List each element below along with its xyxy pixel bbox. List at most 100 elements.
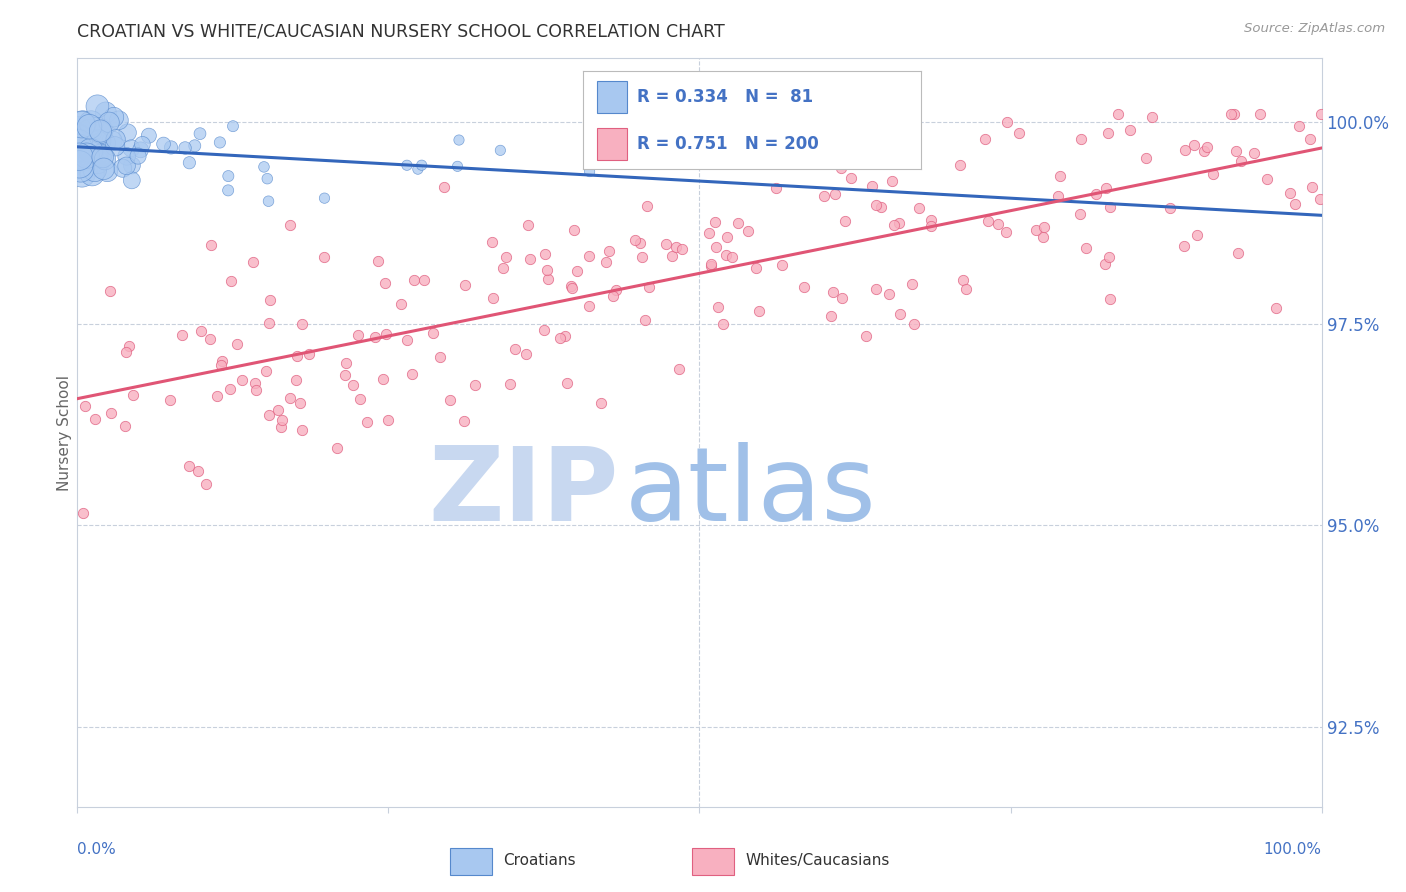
Point <box>765 181 787 195</box>
Point <box>73 156 96 170</box>
Point <box>131 137 153 152</box>
Point <box>665 239 688 253</box>
Point <box>257 316 280 330</box>
Point <box>356 415 378 429</box>
Point <box>82 143 104 157</box>
Point <box>70 118 93 132</box>
Point <box>636 199 658 213</box>
Point <box>187 464 209 478</box>
Point <box>855 329 877 343</box>
Point <box>631 251 654 265</box>
Point <box>179 458 201 473</box>
Point <box>453 415 475 429</box>
Point <box>69 157 91 171</box>
Point <box>560 279 582 293</box>
Point <box>402 273 425 287</box>
Point <box>1049 169 1071 184</box>
Y-axis label: Nursery School: Nursery School <box>56 375 72 491</box>
Point <box>76 149 98 163</box>
Point <box>1229 154 1251 169</box>
Point <box>668 362 690 376</box>
Point <box>69 161 91 176</box>
Point <box>219 382 242 396</box>
Point <box>66 130 89 145</box>
Point <box>122 388 145 402</box>
Point <box>401 367 423 381</box>
Point <box>1279 186 1302 200</box>
Point <box>127 149 149 163</box>
Point <box>595 255 617 269</box>
Point <box>1256 172 1278 186</box>
Point <box>519 252 541 267</box>
Point <box>1159 202 1181 216</box>
Point <box>93 161 115 176</box>
Point <box>86 99 108 113</box>
Point <box>1107 107 1129 121</box>
Point <box>225 336 247 351</box>
Point <box>489 144 512 158</box>
Point <box>865 282 887 296</box>
Point <box>1097 250 1119 264</box>
Point <box>790 145 813 160</box>
Point <box>533 323 555 337</box>
Point <box>699 257 721 271</box>
Point <box>977 214 1000 228</box>
Point <box>1076 241 1098 255</box>
Point <box>454 278 477 293</box>
Point <box>548 331 571 345</box>
Point <box>96 164 118 178</box>
Point <box>222 119 245 133</box>
Point <box>748 304 770 318</box>
Point <box>1265 301 1288 316</box>
Point <box>72 117 94 131</box>
Point <box>312 250 335 264</box>
Point <box>1201 167 1223 181</box>
Point <box>889 307 911 321</box>
Point <box>793 280 815 294</box>
Point <box>231 373 253 387</box>
Point <box>121 158 143 172</box>
Point <box>129 143 152 157</box>
Point <box>67 141 90 155</box>
Point <box>200 238 222 252</box>
Point <box>995 225 1018 239</box>
Point <box>285 349 308 363</box>
Point <box>253 160 276 174</box>
Point <box>492 260 515 275</box>
Point <box>108 113 131 128</box>
Point <box>190 324 212 338</box>
Point <box>1098 293 1121 307</box>
Point <box>115 344 138 359</box>
Point <box>104 139 127 153</box>
Point <box>266 403 288 417</box>
Point <box>94 152 117 166</box>
Point <box>72 142 94 156</box>
Point <box>278 219 301 233</box>
Point <box>160 140 183 154</box>
Text: Croatians: Croatians <box>503 854 576 868</box>
Point <box>565 263 588 277</box>
Point <box>1008 126 1031 140</box>
Point <box>1119 122 1142 136</box>
Point <box>79 149 101 163</box>
Point <box>270 420 292 434</box>
Point <box>79 124 101 138</box>
Point <box>1025 223 1047 237</box>
Point <box>903 317 925 331</box>
Point <box>259 408 281 422</box>
Point <box>704 215 727 229</box>
Point <box>291 318 314 332</box>
FancyBboxPatch shape <box>598 81 627 112</box>
Point <box>152 136 174 151</box>
Point <box>464 377 486 392</box>
Point <box>87 155 110 169</box>
Point <box>834 214 856 228</box>
Point <box>103 110 125 124</box>
Point <box>314 191 336 205</box>
Point <box>1301 180 1323 194</box>
Point <box>714 248 737 262</box>
Point <box>727 216 749 230</box>
Point <box>429 350 451 364</box>
Point <box>242 255 264 269</box>
Point <box>920 219 942 233</box>
